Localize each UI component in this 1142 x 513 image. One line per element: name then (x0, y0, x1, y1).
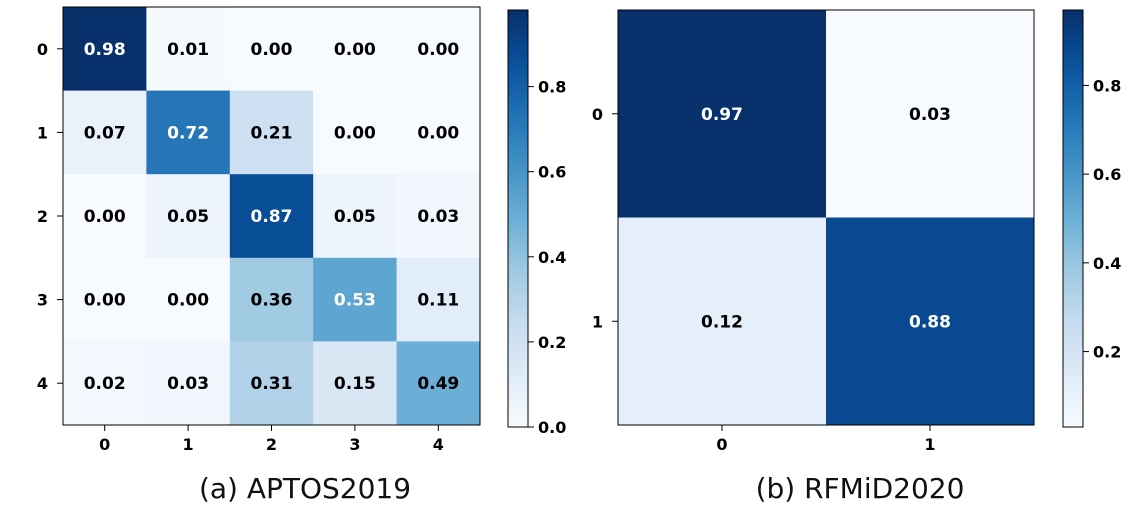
rfmid-xtick-label-1: 1 (924, 435, 935, 454)
aptos-ytick-label-1: 1 (37, 123, 48, 142)
aptos-cell-label-1-0: 0.07 (84, 123, 126, 143)
aptos-cell-0-2 (229, 7, 314, 92)
aptos-colorbar-tick-label-1: 0.2 (538, 333, 566, 352)
aptos-cell-label-0-2: 0.00 (251, 40, 293, 60)
aptos-cell-4-1 (146, 341, 231, 426)
aptos-cell-label-4-1: 0.03 (167, 374, 209, 394)
aptos-colorbar (507, 9, 529, 428)
aptos-cell-label-3-2: 0.36 (251, 291, 293, 311)
aptos-cell-4-0 (63, 341, 147, 426)
aptos-xtick-label-0: 0 (99, 435, 110, 454)
caption-aptos2019: (a) APTOS2019 (198, 472, 412, 505)
aptos-cell-label-0-0: 0.98 (84, 40, 126, 60)
rfmid-colorbar-tick-label-2: 0.6 (1093, 165, 1121, 184)
aptos-cell-label-0-4: 0.00 (417, 40, 459, 60)
aptos-cell-label-2-3: 0.05 (334, 207, 376, 227)
aptos-cell-3-1 (146, 257, 231, 342)
rfmid-colorbar-tick-label-3: 0.8 (1093, 76, 1121, 95)
rfmid-cell-label-0-0: 0.97 (701, 105, 743, 125)
aptos-cell-2-1 (146, 174, 231, 259)
aptos-cell-label-2-0: 0.00 (84, 207, 126, 227)
aptos-cell-label-3-1: 0.00 (167, 291, 209, 311)
aptos-cell-3-0 (63, 257, 147, 342)
caption-rfmid2020: (b) RFMiD2020 (755, 472, 965, 505)
aptos-cell-label-1-3: 0.00 (334, 123, 376, 143)
rfmid-cell-0-0 (618, 10, 827, 218)
aptos-ytick-label-4: 4 (37, 374, 48, 393)
aptos-cell-2-0 (63, 174, 147, 259)
aptos-cell-2-4 (396, 174, 481, 259)
rfmid-cell-1-1 (826, 217, 1035, 426)
aptos-cell-label-1-4: 0.00 (417, 123, 459, 143)
aptos-cell-label-4-0: 0.02 (84, 374, 126, 394)
aptos-ytick-label-3: 3 (37, 291, 48, 310)
aptos-cell-3-3 (313, 257, 398, 342)
aptos-cell-label-2-4: 0.03 (417, 207, 459, 227)
aptos-cell-1-2 (229, 90, 314, 175)
rfmid-cell-1-0 (618, 217, 827, 426)
aptos-cell-2-3 (313, 174, 398, 259)
aptos-cell-label-4-2: 0.31 (251, 374, 293, 394)
rfmid-ytick-label-0: 0 (592, 105, 603, 124)
confusion-matrix-figure: 0.98 0.01 0.00 0.00 0.000.07 0.72 0.21 0.00 0.00… (37, 6, 1121, 454)
aptos-xtick-label-1: 1 (183, 435, 194, 454)
aptos-cell-label-1-1: 0.72 (167, 123, 209, 143)
aptos-cell-4-2 (229, 341, 314, 426)
aptos-cell-4-4 (396, 341, 481, 426)
aptos-cell-3-2 (229, 257, 314, 342)
rfmid-ytick-label-1: 1 (592, 312, 603, 331)
aptos-cell-label-2-1: 0.05 (167, 207, 209, 227)
aptos-cell-label-0-3: 0.00 (334, 40, 376, 60)
rfmid-cell-0-1 (826, 10, 1035, 218)
aptos-xtick-label-4: 4 (433, 435, 444, 454)
aptos-cell-1-4 (396, 90, 481, 175)
aptos-xtick-label-3: 3 (349, 435, 360, 454)
aptos-cell-label-4-4: 0.49 (417, 374, 459, 394)
aptos-cell-1-3 (313, 90, 398, 175)
aptos-cell-0-3 (313, 7, 398, 92)
aptos-cell-2-2 (229, 174, 314, 259)
aptos-cell-1-1 (146, 90, 231, 175)
aptos-cell-label-1-2: 0.21 (251, 123, 293, 143)
rfmid-colorbar-tick-label-1: 0.4 (1093, 254, 1121, 273)
aptos-colorbar-tick-label-4: 0.8 (538, 78, 566, 97)
aptos-cell-label-3-4: 0.11 (417, 291, 459, 311)
rfmid-xtick-label-0: 0 (716, 435, 727, 454)
rfmid-cell-label-1-1: 0.88 (909, 312, 951, 332)
aptos-cell-4-3 (313, 341, 398, 426)
aptos-colorbar-tick-label-0: 0.0 (538, 418, 566, 437)
aptos-cell-label-3-0: 0.00 (84, 291, 126, 311)
rfmid-cell-label-1-0: 0.12 (701, 312, 743, 332)
aptos-colorbar-tick-label-2: 0.4 (538, 248, 566, 267)
aptos-cell-label-4-3: 0.15 (334, 374, 376, 394)
aptos-cell-1-0 (63, 90, 147, 175)
aptos-ytick-label-0: 0 (37, 40, 48, 59)
aptos-cell-label-2-2: 0.87 (251, 207, 293, 227)
aptos-cell-label-3-3: 0.53 (334, 291, 376, 311)
rfmid-colorbar-tick-label-0: 0.2 (1093, 343, 1121, 362)
aptos-cell-0-0 (63, 7, 147, 92)
rfmid-colorbar (1062, 9, 1084, 428)
aptos-cell-0-1 (146, 7, 231, 92)
aptos-cell-3-4 (396, 257, 481, 342)
aptos-cell-label-0-1: 0.01 (167, 40, 209, 60)
aptos-ytick-label-2: 2 (37, 207, 48, 226)
rfmid-cell-label-0-1: 0.03 (909, 105, 951, 125)
rfmid-plot-frame (617, 9, 1035, 426)
aptos-colorbar-tick-label-3: 0.6 (538, 163, 566, 182)
aptos-xtick-label-2: 2 (266, 435, 277, 454)
aptos-cell-0-4 (396, 7, 481, 92)
